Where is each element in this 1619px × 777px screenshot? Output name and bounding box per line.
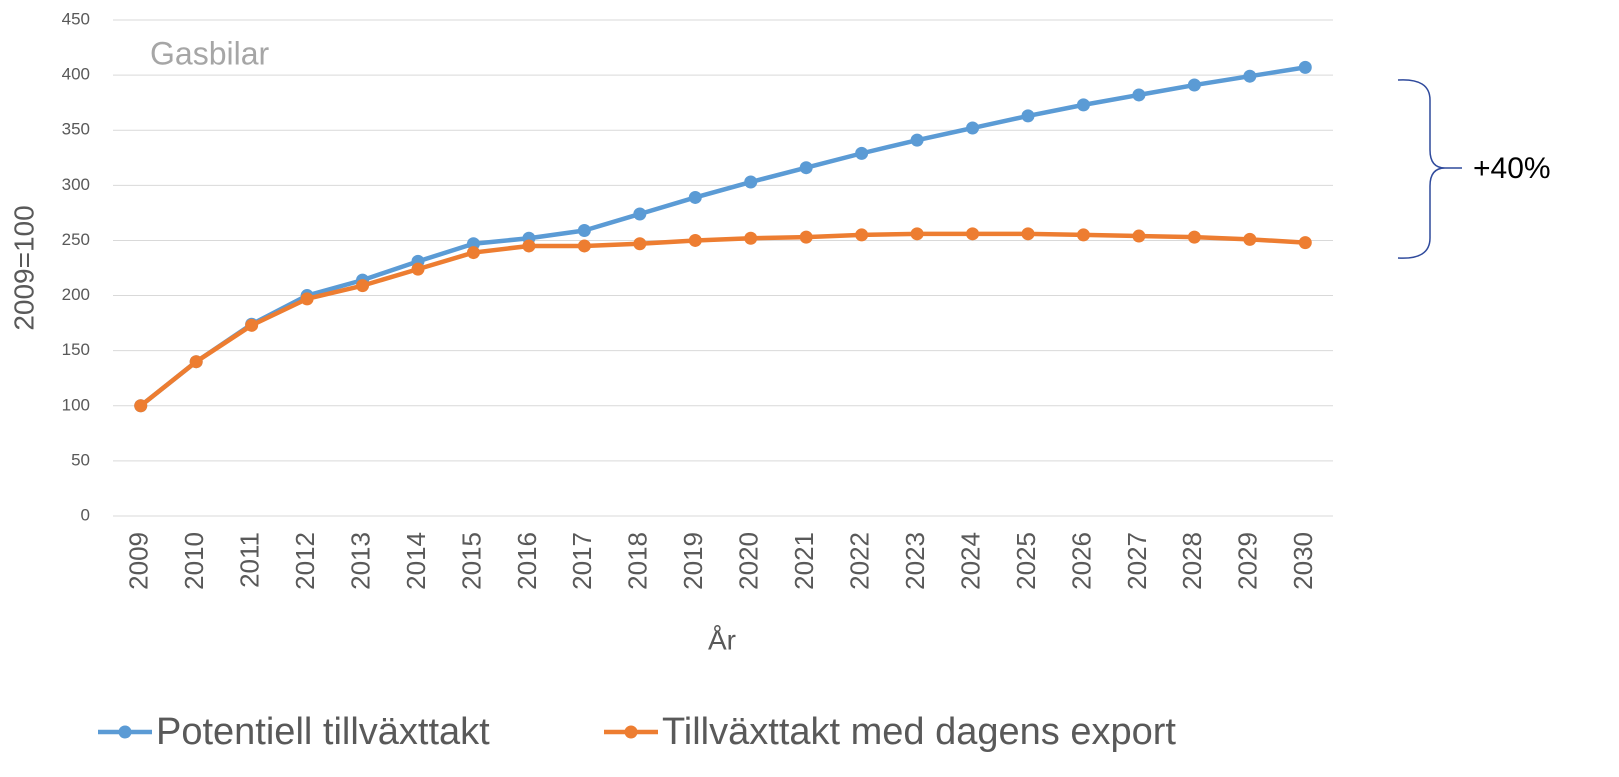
bracket [1397, 79, 1446, 259]
x-tick-label: 2019 [678, 532, 708, 590]
marker [744, 231, 758, 245]
marker [300, 292, 314, 306]
x-tick-label: 2016 [512, 532, 542, 590]
y-axis-label: 2009=100 [8, 205, 39, 330]
x-tick-label: 2028 [1177, 532, 1207, 590]
x-tick-label: 2025 [1011, 532, 1041, 590]
x-tick-label: 2014 [401, 532, 431, 590]
marker [577, 224, 591, 238]
marker [966, 227, 980, 241]
legend-label: Tillväxttakt med dagens export [662, 711, 1176, 753]
legend-label: Potentiell tillväxttakt [156, 711, 490, 753]
x-tick-label: 2013 [345, 532, 375, 590]
marker [966, 121, 980, 135]
marker [744, 175, 758, 189]
marker [1243, 69, 1257, 83]
x-tick-label: 2027 [1122, 532, 1152, 590]
marker [1132, 88, 1146, 102]
marker [1187, 78, 1201, 92]
y-tick-label: 250 [62, 230, 90, 249]
chart-title: Gasbilar [150, 35, 270, 71]
y-tick-label: 150 [62, 340, 90, 359]
x-axis-label: År [708, 624, 736, 655]
legend-marker [624, 725, 638, 739]
x-tick-label: 2009 [124, 532, 154, 590]
x-tick-label: 2018 [623, 532, 653, 590]
y-tick-label: 50 [71, 450, 90, 469]
marker [1187, 230, 1201, 244]
marker [134, 399, 148, 413]
x-tick-label: 2029 [1233, 532, 1263, 590]
x-tick-label: 2015 [456, 532, 486, 590]
y-tick-label: 200 [62, 285, 90, 304]
marker [245, 318, 259, 332]
marker [799, 161, 813, 175]
marker [1298, 236, 1312, 250]
marker [411, 262, 425, 276]
annotation: +40% [1473, 152, 1551, 185]
x-tick-label: 2021 [789, 532, 819, 590]
x-tick-label: 2010 [179, 532, 209, 590]
marker [1076, 98, 1090, 112]
marker [688, 233, 702, 247]
y-tick-label: 0 [81, 505, 90, 524]
x-tick-label: 2030 [1288, 532, 1318, 590]
legend-marker [118, 725, 132, 739]
marker [1243, 232, 1257, 246]
x-tick-label: 2024 [955, 532, 985, 590]
marker [855, 228, 869, 242]
x-tick-label: 2023 [900, 532, 930, 590]
marker [855, 146, 869, 160]
marker [1021, 109, 1035, 123]
marker [1076, 228, 1090, 242]
marker [910, 133, 924, 147]
x-tick-label: 2011 [235, 532, 265, 588]
marker [1298, 60, 1312, 74]
x-tick-label: 2022 [845, 532, 875, 590]
x-tick-label: 2012 [290, 532, 320, 590]
marker [633, 207, 647, 221]
marker [577, 239, 591, 253]
marker [356, 279, 370, 293]
y-tick-label: 300 [62, 175, 90, 194]
marker [1021, 227, 1035, 241]
marker [910, 227, 924, 241]
series-line [139, 231, 1306, 408]
marker [466, 246, 480, 260]
marker [522, 239, 536, 253]
x-tick-label: 2026 [1066, 532, 1096, 590]
y-tick-label: 400 [62, 65, 90, 84]
marker [799, 230, 813, 244]
marker [688, 190, 702, 204]
x-tick-label: 2017 [567, 532, 597, 590]
y-tick-label: 350 [62, 120, 90, 139]
marker [633, 237, 647, 251]
series-line [139, 65, 1306, 408]
y-tick-label: 450 [62, 9, 90, 28]
marker [189, 355, 203, 369]
y-tick-label: 100 [62, 395, 90, 414]
x-tick-label: 2020 [734, 532, 764, 590]
marker [1132, 229, 1146, 243]
